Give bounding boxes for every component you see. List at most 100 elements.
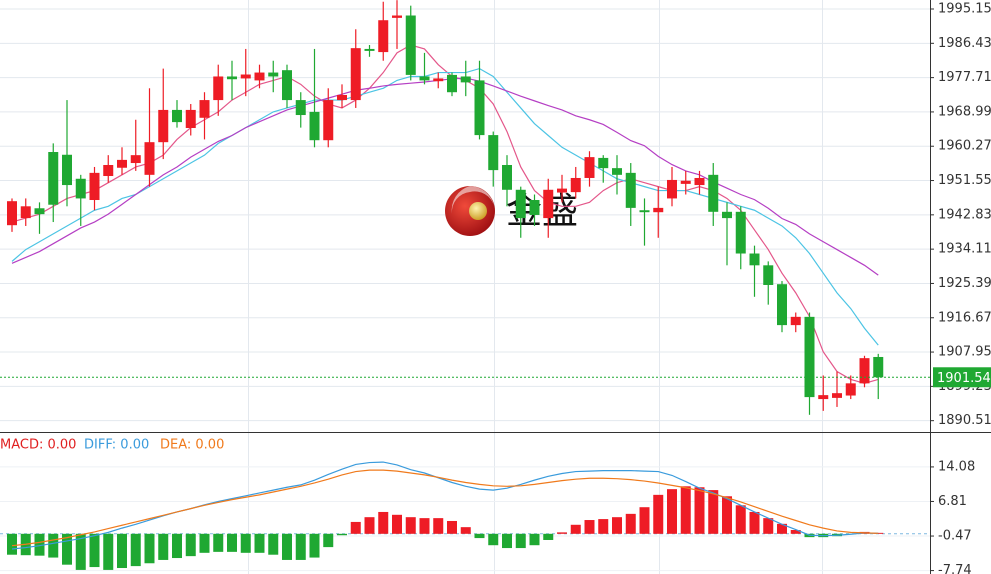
- macd-bar: [543, 533, 554, 540]
- macd-grid: [0, 466, 930, 572]
- candle-body: [433, 78, 444, 82]
- candle-body: [680, 180, 691, 184]
- candle-body: [460, 76, 471, 83]
- macd-bar: [749, 511, 760, 534]
- y-tick-label: 1942.83: [938, 207, 991, 222]
- candle-body: [722, 211, 732, 219]
- y-tick-label: 1925.39: [938, 276, 991, 291]
- y-tick-label: 1977.71: [938, 70, 991, 85]
- candle-body: [502, 164, 512, 190]
- macd-bar: [89, 533, 100, 568]
- macd-bar: [667, 489, 677, 534]
- macd-bar: [213, 533, 224, 552]
- candle-body: [199, 100, 210, 118]
- macd-bar: [75, 533, 86, 570]
- candle-body: [845, 383, 856, 396]
- candle-body: [378, 20, 389, 53]
- legend-entry: DEA: 0.00: [160, 438, 224, 453]
- candle-body: [240, 74, 251, 79]
- macd-bar: [144, 533, 155, 564]
- y-tick-label: 1986.43: [938, 36, 991, 51]
- candle-body: [625, 172, 636, 208]
- candle-body: [419, 76, 430, 81]
- macd-line: [11, 461, 879, 550]
- candle-body: [694, 177, 705, 186]
- candle-body: [735, 211, 746, 254]
- macd-bar: [268, 533, 279, 555]
- y-tick-label: 1934.11: [938, 242, 991, 257]
- macd-bar: [282, 533, 292, 560]
- macd-bar: [873, 532, 884, 534]
- last-price-box: [933, 367, 991, 388]
- ma-line: [11, 77, 879, 276]
- macd-bar: [460, 527, 471, 534]
- candle-body: [48, 152, 59, 205]
- macd-bar: [529, 533, 540, 546]
- macd-bar: [309, 533, 320, 558]
- candle-body: [364, 48, 375, 51]
- y-tick-label: 1995.15: [938, 2, 991, 17]
- candle-body: [488, 135, 499, 171]
- candle-body: [213, 76, 224, 101]
- candle-body: [268, 72, 279, 77]
- legend-entry: MACD: 0.00: [0, 438, 76, 453]
- candle-body: [777, 284, 787, 326]
- macd-bar: [392, 514, 402, 534]
- y-tick-label: 1951.55: [938, 173, 991, 188]
- macd-bar: [405, 517, 416, 534]
- candle-body: [185, 109, 196, 129]
- macd-bar: [488, 533, 499, 546]
- y-tick-label: -7.74: [938, 563, 972, 574]
- watermark: 金盛: [445, 186, 578, 236]
- candle-body: [598, 157, 609, 169]
- macd-bar: [722, 496, 732, 534]
- macd-bar: [557, 532, 567, 534]
- macd-bar: [350, 521, 361, 534]
- candle-body: [75, 178, 86, 199]
- axis-labels: 1995.15 1986.43 1977.71 1968.99 1960.27 1951.…: [930, 2, 991, 574]
- candle-body: [337, 94, 347, 101]
- candle-body: [34, 208, 45, 215]
- candle-body: [89, 172, 100, 201]
- macd-plot: [7, 461, 884, 570]
- candle-body: [818, 395, 829, 400]
- candle-body: [62, 154, 72, 186]
- candle-body: [20, 206, 31, 219]
- candle-body: [804, 316, 815, 398]
- macd-bar: [337, 533, 347, 536]
- candle-body: [612, 168, 622, 175]
- macd-bar: [378, 511, 389, 534]
- candle-body: [172, 109, 182, 123]
- candle-body: [790, 316, 801, 326]
- macd-bar: [130, 533, 141, 567]
- macd-bar: [570, 524, 581, 534]
- macd-bar: [199, 533, 210, 553]
- macd-bar: [694, 487, 705, 534]
- candle-body: [515, 189, 526, 219]
- macd-bar: [433, 518, 444, 534]
- candle-body: [749, 253, 760, 266]
- y-tick-label: 1890.51: [938, 413, 991, 428]
- candle-body: [763, 265, 774, 285]
- macd-bar: [419, 518, 430, 534]
- macd-bar: [612, 517, 622, 534]
- macd-bar: [254, 533, 265, 553]
- price-plot: [7, 0, 884, 415]
- overlay: 1901.54 MACD: 0.00 DIFF: 0.00 DEA: 0.00: [0, 367, 991, 453]
- macd-line: [11, 469, 879, 547]
- candle-body: [144, 142, 155, 175]
- y-tick-label: 14.08: [938, 459, 975, 474]
- macd-bar: [598, 519, 609, 534]
- candle-body: [323, 100, 334, 141]
- macd-bar: [515, 533, 526, 549]
- macd-bar: [103, 533, 114, 570]
- y-tick-label: 1960.27: [938, 139, 991, 154]
- macd-bar: [117, 533, 127, 569]
- candle-body: [447, 74, 457, 93]
- macd-bar: [790, 530, 801, 534]
- candle-body: [405, 15, 416, 75]
- candle-body: [667, 179, 677, 199]
- macd-bar: [653, 494, 664, 534]
